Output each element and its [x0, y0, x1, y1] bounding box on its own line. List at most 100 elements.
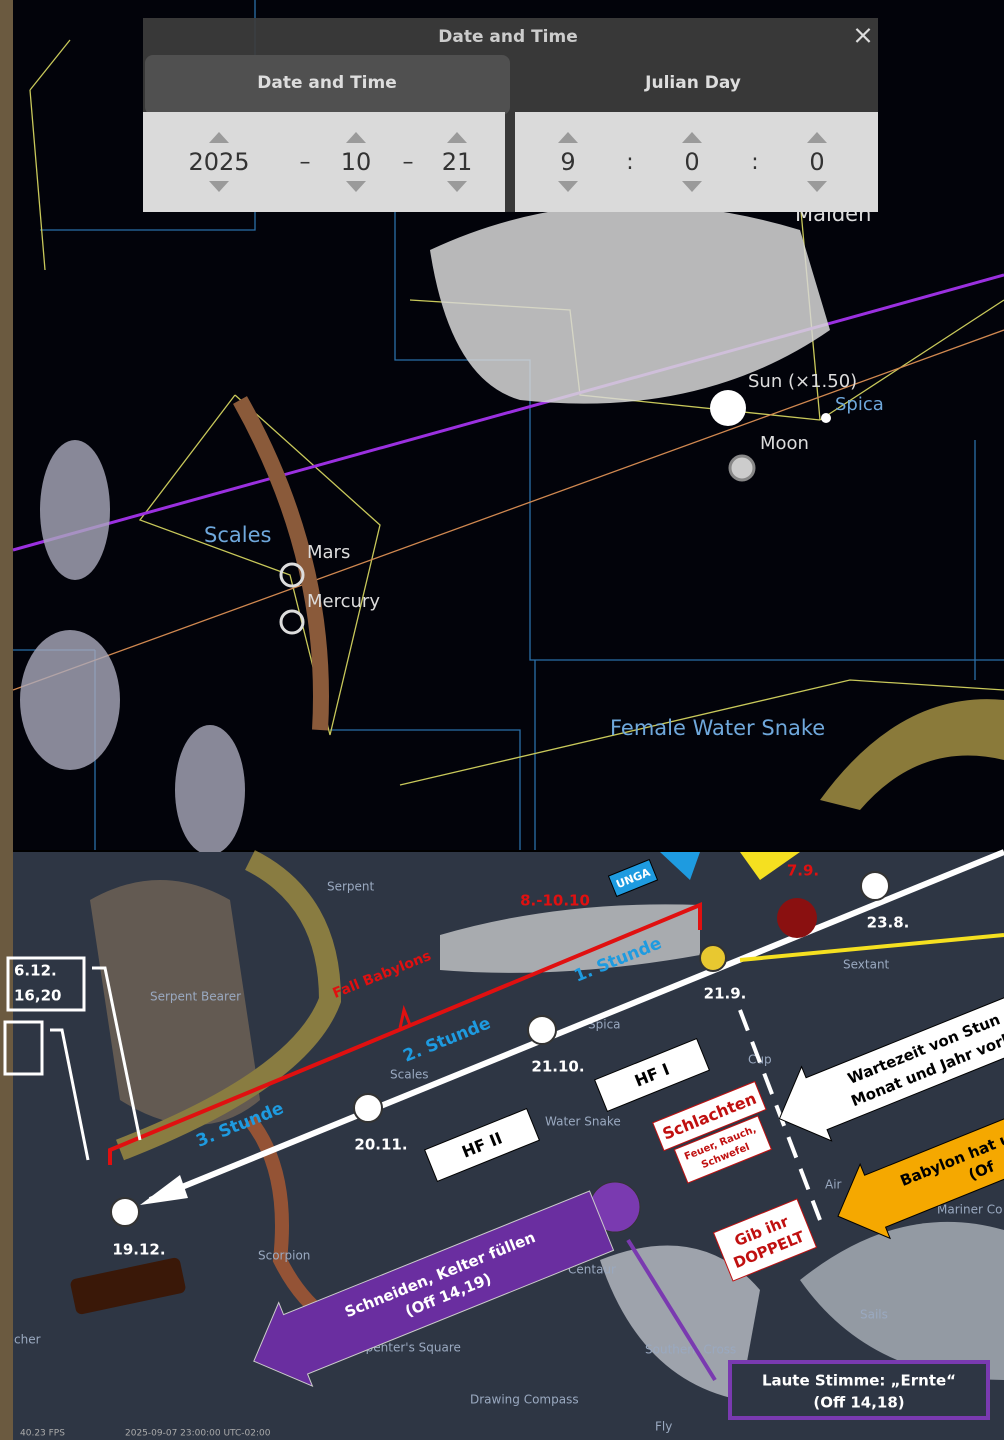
map-label: Centaur: [568, 1263, 616, 1277]
box: [673, 1115, 772, 1184]
map-label: Serpent: [327, 880, 375, 894]
date-separator: –: [300, 150, 311, 175]
sky-label: Female Water Snake: [610, 716, 825, 740]
spin-up[interactable]: [209, 132, 229, 143]
timeline-point: [699, 944, 727, 972]
spin-value[interactable]: 21: [442, 148, 473, 176]
sun: [710, 390, 746, 426]
timeline-date: 23.8.: [867, 914, 910, 932]
spin-down[interactable]: [558, 181, 578, 192]
time-separator: :: [626, 150, 633, 175]
spin-down[interactable]: [807, 181, 827, 192]
arrow-shape: [253, 1190, 615, 1387]
box: [593, 1037, 711, 1113]
timeline-point: [527, 1015, 557, 1045]
scale-pan: [175, 725, 245, 855]
yellow-arrow: [740, 852, 800, 880]
equator-line: [12, 329, 1004, 691]
voice-pointer: [626, 1238, 717, 1382]
left-strip: [0, 0, 13, 1440]
spin-down[interactable]: [447, 181, 467, 192]
spin-up[interactable]: [807, 132, 827, 143]
map-label: Serpent Bearer: [150, 990, 241, 1004]
scales-arm: [233, 396, 329, 731]
arrow-shape: [778, 990, 1004, 1142]
ship: [800, 1221, 1004, 1380]
map-label: Sails: [860, 1308, 888, 1322]
map-label: Drawing Compass: [470, 1393, 579, 1407]
timeline-points: [110, 871, 890, 1233]
dialog-title: Date and Time: [438, 27, 578, 47]
map-label: Scorpion: [258, 1249, 310, 1263]
map-label: Mariner Co: [937, 1203, 1002, 1217]
moon: [728, 454, 756, 482]
timeline-date: 21.9.: [704, 985, 747, 1003]
snake-tail: [820, 699, 1004, 810]
box: [712, 1198, 818, 1282]
map-label: Scales: [390, 1068, 429, 1082]
spin-down[interactable]: [346, 181, 366, 192]
scale-pan: [40, 440, 110, 580]
tag-box: [607, 858, 659, 898]
tab-label[interactable]: Julian Day: [644, 73, 741, 93]
sky-label: Spica: [835, 394, 884, 415]
yellow-pointer: [739, 933, 1004, 962]
serpent-bearer: [90, 880, 260, 1125]
sky-label: Mars: [307, 542, 350, 563]
close-button[interactable]: ×: [852, 21, 874, 51]
event-date: 7.9.: [787, 862, 819, 880]
hf2-box: HF II: [423, 1107, 541, 1183]
time-panel: [515, 112, 878, 212]
status-text: 40.23 FPS: [20, 1429, 65, 1439]
candles: [70, 1257, 186, 1315]
timeline-date: 20.11.: [354, 1136, 407, 1154]
map-label: Sextant: [843, 958, 890, 972]
spin-up[interactable]: [346, 132, 366, 143]
spinners: 2025 10 21 9 0 0: [188, 132, 827, 192]
timeline: [148, 849, 1004, 1203]
map-label: Fly: [655, 1420, 672, 1434]
tab-label[interactable]: Date and Time: [257, 73, 397, 93]
date-panel: [143, 112, 505, 212]
date-separator: –: [403, 150, 414, 175]
dashed-line: [738, 1009, 822, 1221]
voice-box: [728, 1360, 990, 1420]
spin-value[interactable]: 9: [560, 148, 575, 176]
tab-active[interactable]: [145, 55, 510, 115]
voice-text: (Off 14,18): [813, 1394, 904, 1412]
blue-arrow: [660, 852, 700, 880]
spin-value[interactable]: 10: [341, 148, 372, 176]
spin-down[interactable]: [209, 181, 229, 192]
spin-up[interactable]: [558, 132, 578, 143]
map-label: Southern Cross: [645, 1343, 736, 1357]
blood-moon: [777, 898, 817, 938]
arrow-shape: [837, 1103, 1004, 1240]
box: [423, 1107, 541, 1183]
timeline-point: [860, 871, 890, 901]
spin-value[interactable]: 0: [684, 148, 699, 176]
spica-star: [821, 413, 831, 423]
spin-value[interactable]: 0: [809, 148, 824, 176]
spin-down[interactable]: [682, 181, 702, 192]
scale-pan: [20, 630, 120, 770]
timeline-date: 21.10.: [531, 1058, 584, 1076]
date-time-dialog: Date and Time × Date and Time Julian Day: [143, 18, 878, 212]
time-separator: :: [751, 150, 758, 175]
mercury: [279, 609, 305, 635]
artwork: [20, 204, 1004, 855]
maiden-robe: [430, 204, 830, 404]
maiden: [440, 904, 700, 973]
timeline-arrowhead: [140, 1175, 188, 1205]
spin-up[interactable]: [447, 132, 467, 143]
spin-value[interactable]: 2025: [188, 148, 249, 176]
spin-up[interactable]: [682, 132, 702, 143]
sky-label: Scales: [204, 523, 271, 547]
bracket-tip: [398, 1004, 412, 1029]
timeline-date: 19.12.: [112, 1241, 165, 1259]
sky-label: Sun (×1.50): [748, 371, 857, 392]
sky-label: Moon: [760, 433, 809, 454]
hf1-box: HF I: [593, 1037, 711, 1113]
left-box-text: 16,20: [14, 987, 61, 1005]
voice-text: Laute Stimme: „Ernte“: [762, 1372, 956, 1390]
fall-bracket: [108, 902, 702, 1165]
